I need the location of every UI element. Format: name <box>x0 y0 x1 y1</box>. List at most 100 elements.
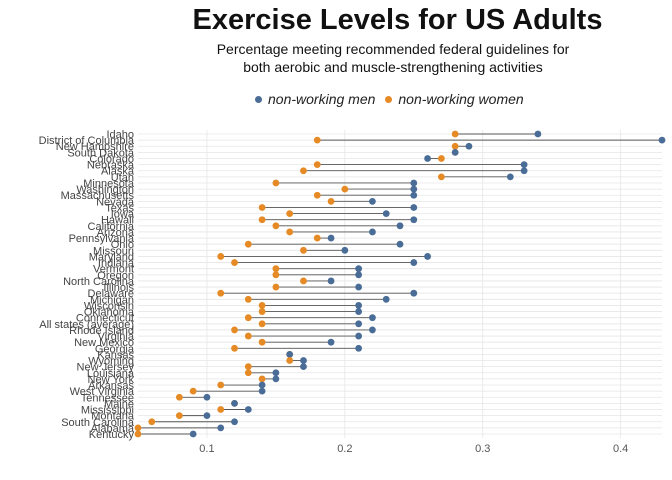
legend-item-men: non-working men <box>255 91 375 107</box>
point-men <box>369 314 376 322</box>
point-men <box>410 204 418 211</box>
point-men <box>258 387 266 395</box>
category-label: Arkansas <box>88 380 134 392</box>
point-women <box>313 161 321 169</box>
category-label: Wyoming <box>88 356 134 368</box>
point-women <box>272 179 280 187</box>
point-men <box>272 369 280 377</box>
category-label: New Hampshire <box>56 141 134 153</box>
category-label: Connecticut <box>76 313 134 325</box>
point-women <box>300 167 307 175</box>
point-women <box>313 136 321 144</box>
point-men <box>231 399 238 407</box>
category-label: Nebraska <box>87 160 135 172</box>
point-women <box>189 387 197 395</box>
point-men <box>203 412 211 420</box>
category-label: Kentucky <box>89 429 135 441</box>
subtitle-line-2: both aerobic and muscle-strengthening ac… <box>243 59 543 75</box>
category-label: Montana <box>91 411 135 423</box>
point-men <box>355 283 363 291</box>
point-women <box>451 142 459 150</box>
category-label: Delaware <box>88 288 134 300</box>
point-men <box>410 191 418 199</box>
point-men <box>506 173 514 181</box>
point-men <box>217 424 225 432</box>
point-women <box>231 344 238 352</box>
point-women <box>272 265 280 273</box>
point-men <box>300 357 307 364</box>
category-label: New Mexico <box>74 337 134 349</box>
point-men <box>396 240 404 248</box>
point-men <box>410 289 418 297</box>
point-men <box>658 136 666 144</box>
point-men <box>410 259 418 266</box>
category-label: Iowa <box>111 209 135 221</box>
point-women <box>286 228 294 236</box>
legend-marker-men <box>255 95 262 103</box>
point-women <box>231 259 238 266</box>
point-women <box>258 375 266 383</box>
point-men <box>369 197 376 205</box>
point-men <box>369 326 376 334</box>
point-women <box>258 320 266 328</box>
category-label: Utah <box>111 172 134 184</box>
point-men <box>424 253 431 260</box>
category-label: West Virginia <box>70 386 135 398</box>
legend-marker-women <box>385 95 393 103</box>
category-label: Ohio <box>111 239 134 251</box>
point-men <box>327 277 335 285</box>
point-women <box>437 173 445 181</box>
category-label: Alabama <box>91 423 135 435</box>
point-men <box>410 216 418 224</box>
point-men <box>520 167 528 175</box>
category-label: New York <box>88 374 135 386</box>
category-label: Vermont <box>93 264 134 276</box>
point-women <box>272 222 280 230</box>
point-men <box>355 265 363 273</box>
point-women <box>217 289 225 297</box>
point-men <box>355 308 363 315</box>
point-men <box>410 179 418 187</box>
point-women <box>244 314 252 322</box>
point-men <box>300 363 307 371</box>
category-label: Maryland <box>89 251 134 263</box>
category-label: Tennessee <box>81 392 134 404</box>
point-men <box>355 302 363 309</box>
point-men <box>465 142 473 150</box>
x-tick-label: 0.4 <box>613 443 628 455</box>
point-women <box>244 363 252 371</box>
x-tick-label: 0.1 <box>199 443 214 455</box>
point-men <box>286 351 294 358</box>
category-label: Texas <box>105 202 134 214</box>
point-women <box>217 253 225 260</box>
point-women <box>437 155 445 162</box>
point-women <box>300 246 307 254</box>
point-women <box>148 418 156 426</box>
point-men <box>424 155 431 162</box>
point-men <box>396 222 404 230</box>
point-men <box>244 406 252 413</box>
point-women <box>175 393 183 401</box>
point-women <box>134 430 142 438</box>
legend-item-women: non-working women <box>385 91 524 107</box>
point-women <box>258 302 266 309</box>
category-label: Hawaii <box>101 215 134 227</box>
category-label: Virginia <box>98 331 135 343</box>
point-men <box>189 430 197 438</box>
category-label: Oregon <box>97 270 134 282</box>
chart-title: Exercise Levels for US Adults <box>192 4 603 36</box>
legend-label-women: non-working women <box>398 91 524 107</box>
point-women <box>244 332 252 340</box>
point-women <box>258 204 266 211</box>
point-men <box>520 161 528 169</box>
point-women <box>244 240 252 248</box>
chart-subtitle: Percentage meeting recommended federal g… <box>0 40 672 76</box>
point-men <box>341 246 349 254</box>
category-label: Nevada <box>96 196 135 208</box>
point-women <box>134 424 142 432</box>
point-women <box>244 295 252 303</box>
category-label: Georgia <box>95 343 135 355</box>
point-men <box>355 332 363 340</box>
point-women <box>217 406 225 413</box>
